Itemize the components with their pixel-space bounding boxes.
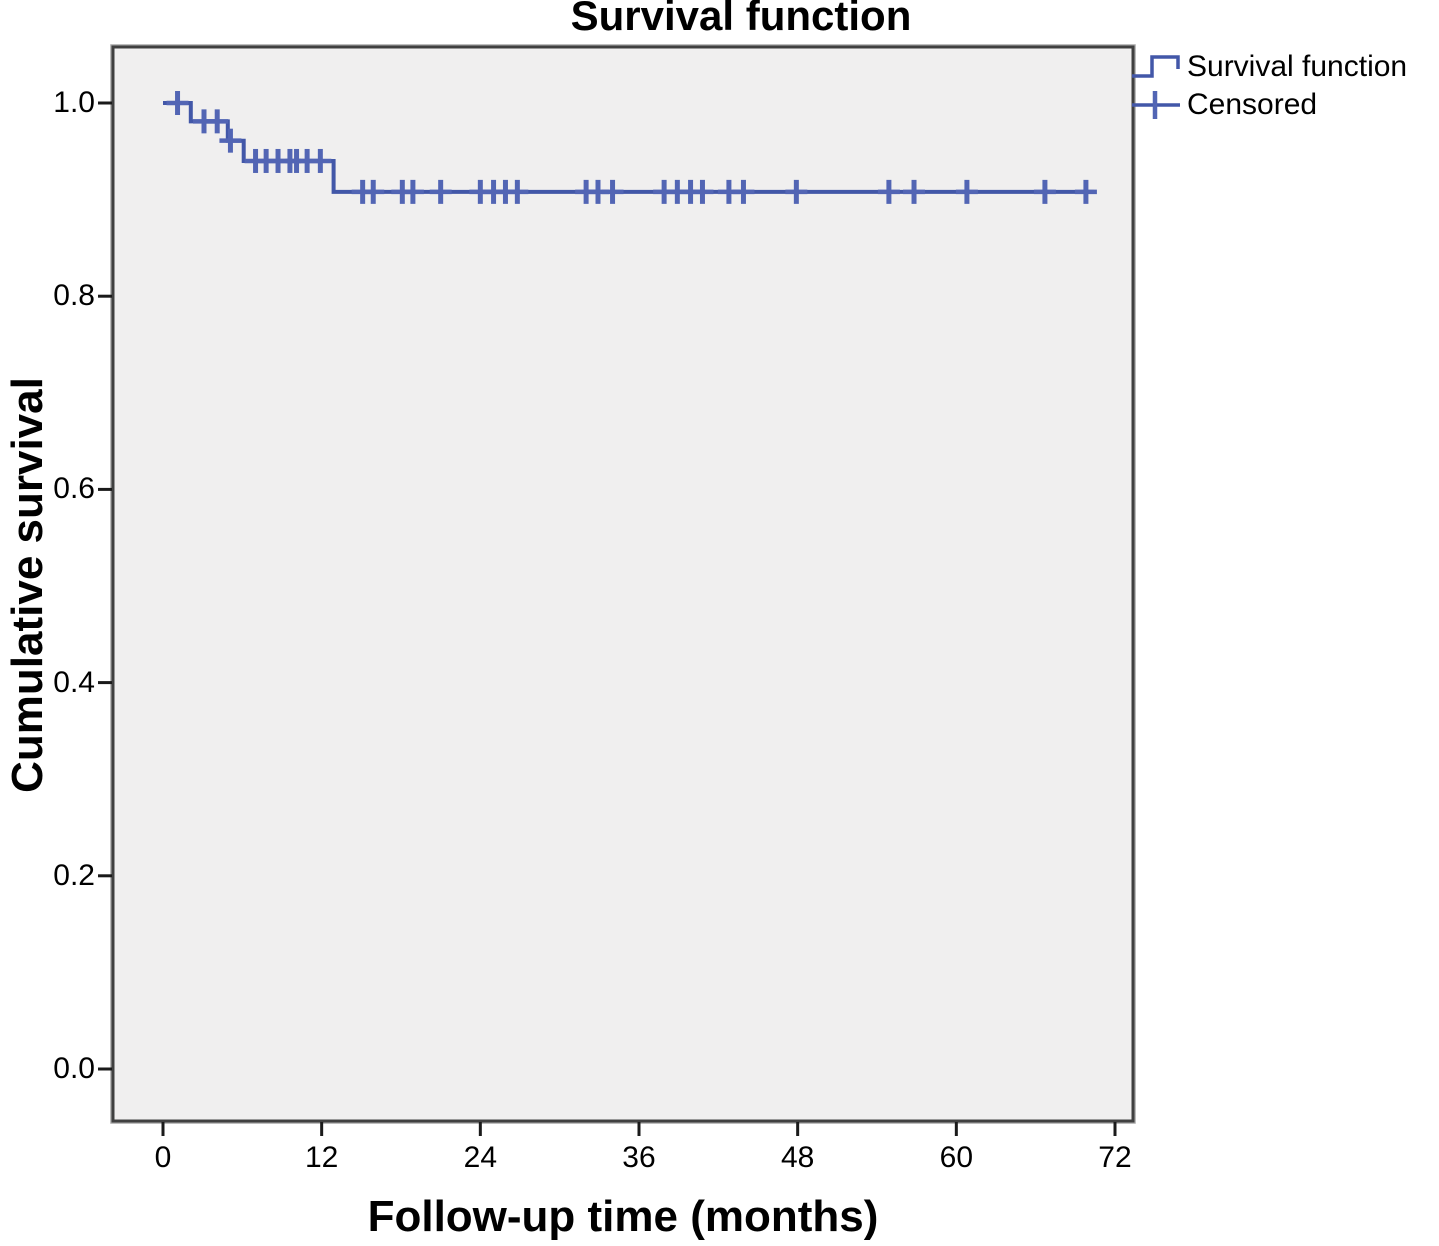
y-tick-label: 0.4: [53, 665, 95, 699]
y-tick-label: 1.0: [53, 86, 95, 119]
legend-label-survival: Survival function: [1187, 50, 1408, 83]
x-tick-label: 60: [939, 1141, 974, 1174]
y-tick-label: 0.8: [53, 279, 95, 313]
x-axis-title: Follow-up time (months): [367, 1192, 879, 1241]
legend: Survival function Censored: [1131, 48, 1407, 124]
plot-frame: [111, 45, 1135, 1123]
censored-plus-icon: [1132, 91, 1180, 119]
x-tick-label: 12: [304, 1141, 339, 1174]
y-tick-label: 0.2: [53, 858, 95, 892]
legend-label-censored: Censored: [1187, 88, 1318, 121]
plot-frame-outer: [110, 44, 1136, 1124]
x-tick-label: 0: [154, 1141, 172, 1174]
chart-title: Survival function: [570, 0, 912, 39]
x-tick-label: 48: [780, 1141, 815, 1174]
y-axis-title: Cumulative survival: [3, 377, 52, 793]
x-tick-label: 72: [1098, 1141, 1132, 1174]
plot-area: [113, 47, 1133, 1121]
legend-item-censored: Censored: [1131, 86, 1407, 124]
y-tick-label: 0.6: [53, 472, 95, 506]
legend-item-survival: Survival function: [1131, 48, 1407, 86]
x-tick-label: 36: [622, 1141, 656, 1174]
survival-step-line-icon: [1132, 55, 1180, 78]
x-tick-label: 24: [463, 1141, 498, 1174]
y-tick-label: 0.0: [53, 1052, 95, 1085]
